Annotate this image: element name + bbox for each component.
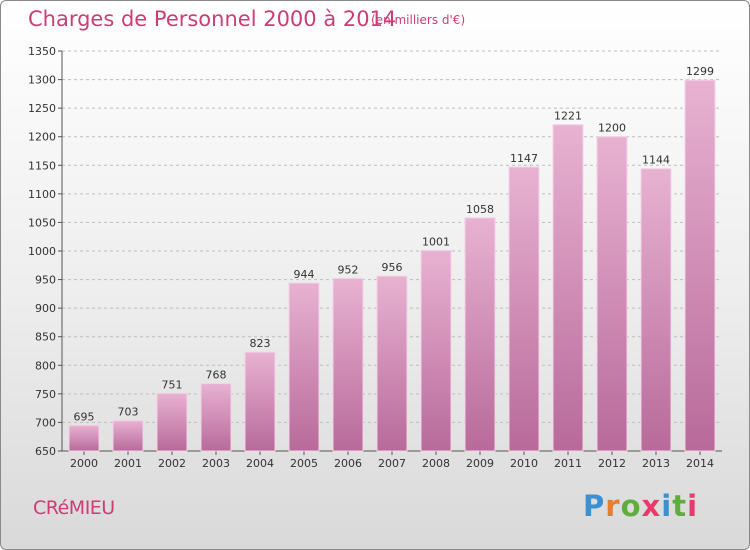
- data-label-2011: 1221: [554, 110, 582, 123]
- bar-2014: [684, 79, 716, 452]
- bar-2010: [508, 166, 540, 452]
- bar-2011: [552, 124, 584, 452]
- x-tick-label-2014: 2014: [686, 457, 714, 470]
- logo-letter: r: [605, 489, 621, 523]
- bar-2007: [376, 275, 408, 452]
- data-labels: 695 703 751 768 823 944 952 956 1001 1058 1147 1221…: [74, 65, 715, 423]
- data-label-2014: 1299: [686, 65, 714, 78]
- data-label-2008: 1001: [422, 235, 450, 248]
- y-tick-label: 1000: [28, 245, 56, 258]
- data-label-2012: 1200: [598, 122, 626, 135]
- x-tick-label-2010: 2010: [510, 457, 538, 470]
- bar-2005: [288, 282, 320, 452]
- x-tick-label-2009: 2009: [466, 457, 494, 470]
- bar-2012: [596, 136, 628, 452]
- y-tick-label: 1200: [28, 131, 56, 144]
- proxiti-logo: Proxiti: [583, 489, 698, 523]
- bar-2009: [464, 217, 496, 452]
- bar-2001: [112, 420, 144, 452]
- y-tick-label: 1300: [28, 74, 56, 87]
- commune-name: CRéMIEU: [33, 497, 115, 519]
- data-label-2003: 768: [206, 369, 227, 382]
- data-label-2013: 1144: [642, 154, 670, 167]
- data-label-2006: 952: [338, 263, 359, 276]
- y-tick-label: 1050: [28, 216, 56, 229]
- x-tick-label-2011: 2011: [554, 457, 582, 470]
- y-tick-label: 950: [35, 274, 56, 287]
- y-tick-label: 750: [35, 388, 56, 401]
- data-label-2004: 823: [250, 337, 271, 350]
- chart-subtitle: (en milliers d'€): [371, 13, 466, 27]
- bar-2000: [68, 424, 100, 452]
- y-tick-label: 1350: [28, 45, 56, 58]
- data-label-2005: 944: [294, 268, 315, 281]
- y-tick-label: 1150: [28, 159, 56, 172]
- x-tick-label-2005: 2005: [290, 457, 318, 470]
- bar-2006: [332, 277, 364, 452]
- data-label-2001: 703: [118, 406, 139, 419]
- chart-title: Charges de Personnel 2000 à 2014: [28, 7, 397, 31]
- logo-letter: o: [620, 489, 642, 523]
- bars: [68, 79, 716, 452]
- bar-2003: [200, 383, 232, 452]
- bar-2013: [640, 168, 672, 452]
- data-label-2007: 956: [382, 261, 403, 274]
- x-tick-label-2013: 2013: [642, 457, 670, 470]
- x-tick-label-2008: 2008: [422, 457, 450, 470]
- bar-2004: [244, 351, 276, 452]
- data-label-2000: 695: [74, 410, 95, 423]
- data-label-2009: 1058: [466, 203, 494, 216]
- data-label-2002: 751: [162, 378, 183, 391]
- x-tick-label-2002: 2002: [158, 457, 186, 470]
- logo-letter: i: [687, 489, 699, 523]
- logo-letter: x: [641, 489, 662, 523]
- y-tick-label: 850: [35, 331, 56, 344]
- data-label-2010: 1147: [510, 152, 538, 165]
- bar-2008: [420, 249, 452, 452]
- x-tick-label-2006: 2006: [334, 457, 362, 470]
- x-tick-label-2007: 2007: [378, 457, 406, 470]
- y-tick-label: 900: [35, 302, 56, 315]
- x-tick-label-2000: 2000: [70, 457, 98, 470]
- x-tick-label-2004: 2004: [246, 457, 274, 470]
- y-tick-label: 800: [35, 359, 56, 372]
- logo-letter: t: [672, 489, 688, 523]
- x-tick-label-2012: 2012: [598, 457, 626, 470]
- logo-letter: i: [661, 489, 673, 523]
- x-tick-label-2003: 2003: [202, 457, 230, 470]
- bar-2002: [156, 392, 188, 452]
- y-tick-label: 700: [35, 416, 56, 429]
- logo-letter: P: [583, 489, 606, 523]
- y-tick-label: 650: [35, 445, 56, 458]
- y-tick-label: 1250: [28, 102, 56, 115]
- x-tick-label-2001: 2001: [114, 457, 142, 470]
- y-tick-label: 1100: [28, 188, 56, 201]
